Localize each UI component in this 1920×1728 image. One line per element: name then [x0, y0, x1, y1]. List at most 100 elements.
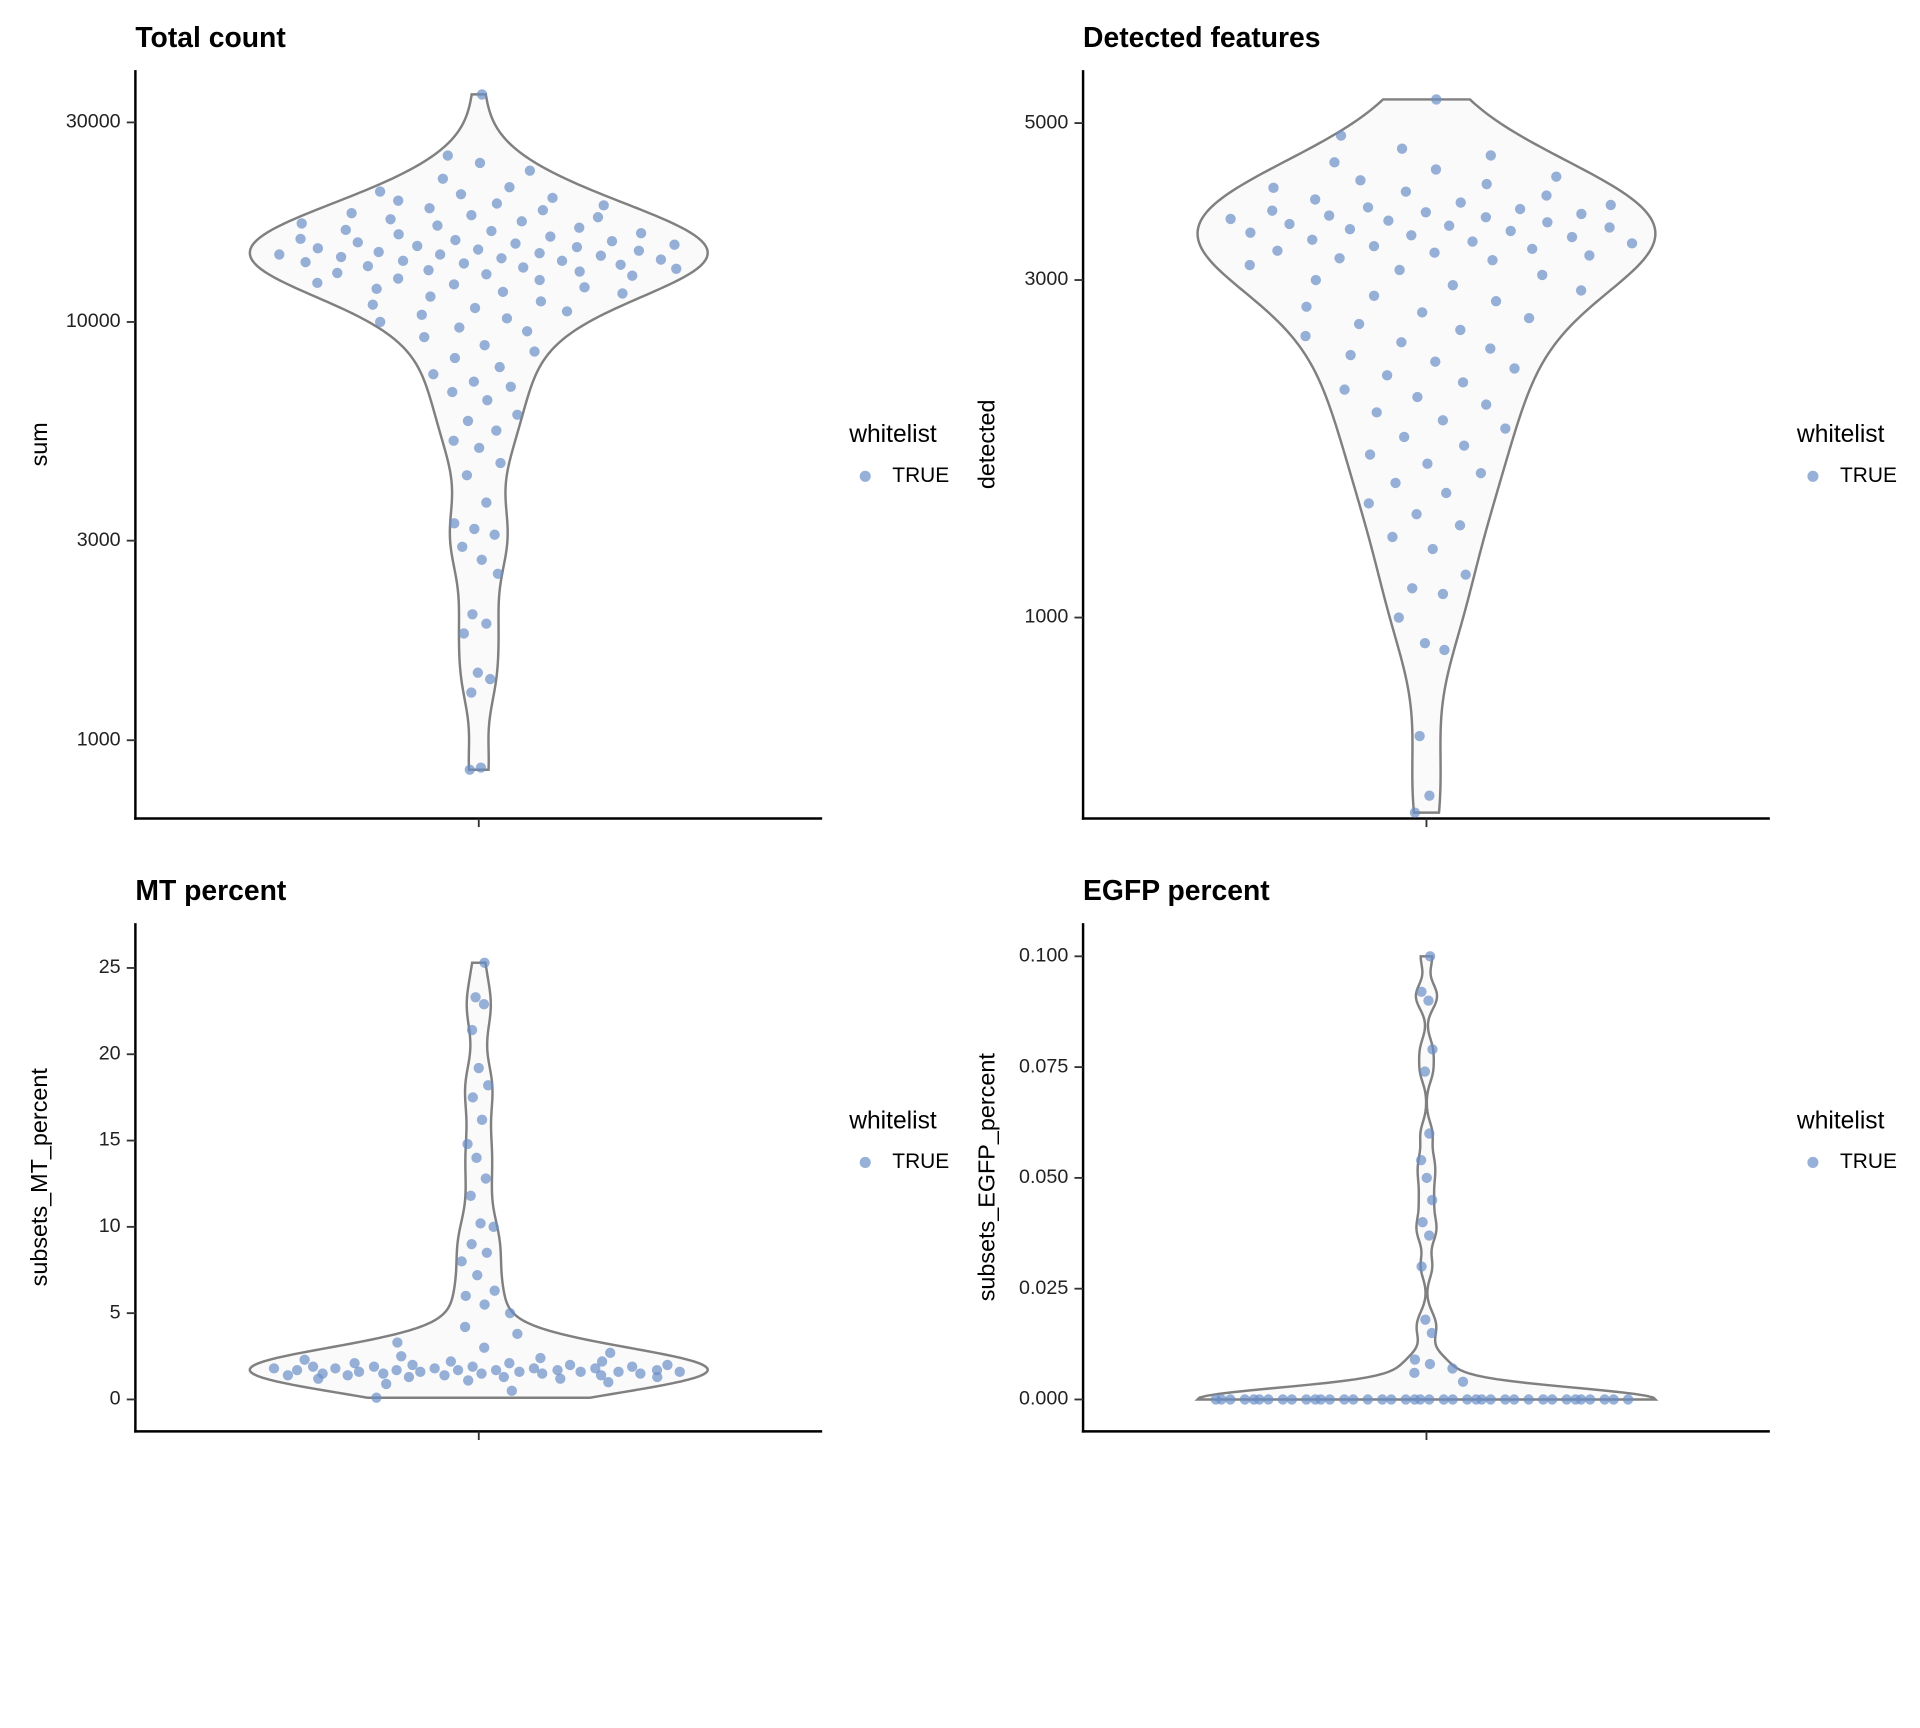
- point: [1424, 951, 1436, 962]
- point: [396, 1351, 407, 1362]
- point: [490, 1364, 502, 1376]
- point: [603, 1377, 614, 1388]
- point: [392, 273, 404, 284]
- point: [469, 302, 481, 314]
- point: [462, 1138, 473, 1150]
- point: [1458, 440, 1470, 451]
- point: [1538, 1394, 1549, 1405]
- point: [476, 1114, 488, 1126]
- point: [392, 1337, 403, 1348]
- point: [524, 165, 536, 176]
- point: [1523, 312, 1535, 324]
- point: [428, 369, 439, 380]
- point: [1420, 1314, 1431, 1325]
- point: [633, 245, 645, 256]
- panel: EGFP percent subsets_EGFP_percent 0.000 0.0…: [973, 874, 1897, 1440]
- point: [439, 1370, 450, 1381]
- point: [450, 234, 461, 246]
- point: [482, 395, 493, 406]
- point: [1505, 225, 1516, 237]
- point: [1407, 583, 1418, 594]
- point: [1353, 318, 1365, 330]
- point: [1584, 250, 1595, 261]
- y-tick-label: 0.000: [1019, 1388, 1068, 1410]
- point: [529, 346, 540, 357]
- point: [466, 1238, 477, 1250]
- point: [1344, 224, 1356, 235]
- point: [1424, 1128, 1435, 1139]
- point: [1348, 1394, 1359, 1405]
- point: [274, 249, 285, 260]
- legend-title: whitelist: [848, 1107, 937, 1134]
- y-tick-label: 3000: [1024, 268, 1068, 290]
- point: [455, 189, 467, 200]
- point: [1457, 377, 1469, 388]
- point: [466, 687, 477, 698]
- point: [385, 214, 396, 225]
- point: [419, 331, 430, 343]
- point: [1419, 638, 1431, 649]
- point: [1239, 1394, 1251, 1405]
- point: [605, 1347, 616, 1359]
- point: [1622, 1394, 1634, 1405]
- point: [332, 267, 343, 279]
- point: [481, 1247, 493, 1258]
- point: [528, 1363, 540, 1374]
- panel: Detected features detected 1000 3000 5000 whi…: [973, 21, 1897, 828]
- point: [480, 1173, 491, 1184]
- point: [378, 1368, 389, 1379]
- point: [282, 1370, 294, 1381]
- point: [1439, 644, 1450, 656]
- point: [1244, 259, 1255, 271]
- point: [561, 306, 573, 317]
- point: [1254, 1394, 1265, 1405]
- point: [537, 205, 549, 216]
- point: [368, 1361, 380, 1372]
- point: [457, 541, 468, 552]
- point: [1267, 205, 1278, 216]
- point: [1310, 274, 1321, 286]
- point: [295, 233, 306, 245]
- point: [479, 1299, 490, 1310]
- point: [1575, 1394, 1587, 1405]
- point: [1323, 210, 1335, 221]
- point: [475, 1218, 486, 1229]
- point: [1329, 157, 1340, 168]
- point: [627, 270, 638, 281]
- point: [489, 529, 500, 540]
- point: [407, 1359, 418, 1371]
- y-tick-label: 10000: [66, 310, 121, 332]
- point: [481, 269, 492, 280]
- point: [424, 203, 435, 214]
- point: [476, 554, 487, 565]
- point: [1424, 790, 1435, 801]
- point: [475, 762, 487, 773]
- point: [374, 186, 386, 197]
- point: [1437, 588, 1449, 600]
- point: [478, 999, 490, 1010]
- point: [442, 150, 453, 161]
- point: [461, 470, 473, 481]
- y-tick-label: 1000: [1024, 606, 1068, 628]
- panel: MT percent subsets_MT_percent 0 5 10 15 20 25 wh…: [26, 874, 949, 1440]
- point: [403, 1371, 415, 1383]
- point: [1575, 285, 1587, 296]
- point: [1467, 236, 1478, 247]
- point: [1345, 349, 1356, 361]
- point: [474, 442, 485, 454]
- point: [1309, 194, 1321, 205]
- point: [535, 296, 547, 307]
- point: [498, 1371, 509, 1383]
- point: [575, 1366, 586, 1378]
- point: [1416, 1261, 1427, 1272]
- point: [662, 1359, 673, 1371]
- point: [492, 568, 504, 579]
- point: [1480, 212, 1492, 223]
- legend-label: TRUE: [1840, 1150, 1897, 1173]
- point: [1561, 1394, 1572, 1405]
- point: [1371, 407, 1382, 418]
- panel-title: MT percent: [135, 874, 287, 906]
- point: [510, 238, 521, 249]
- point: [462, 415, 474, 427]
